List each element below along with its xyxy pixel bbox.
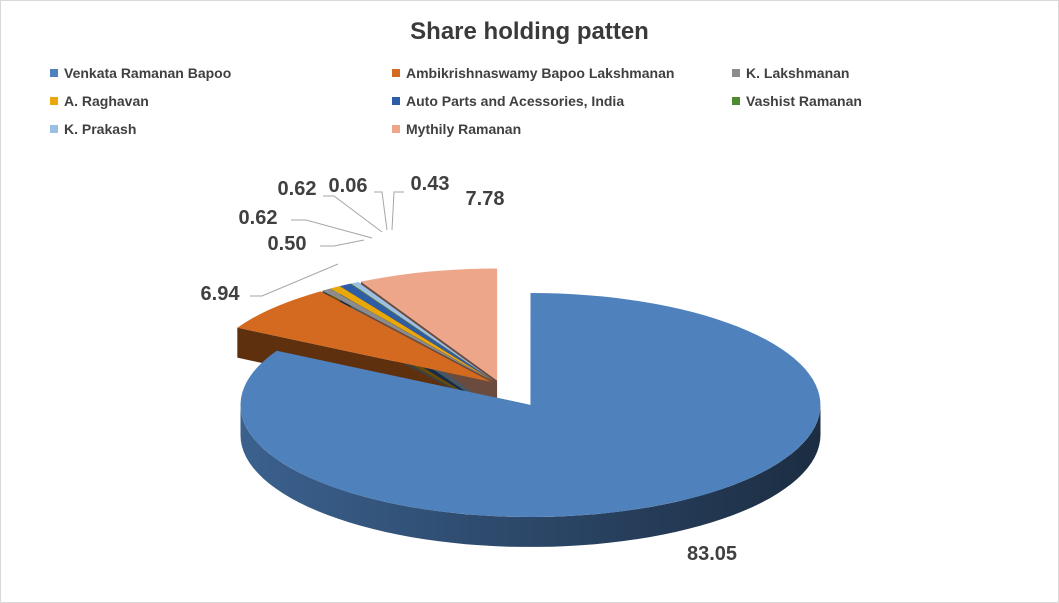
slice-top: [360, 268, 498, 381]
legend-label: Auto Parts and Acessories, India: [406, 93, 625, 109]
legend-swatch: [732, 97, 740, 105]
legend-swatch: [392, 125, 400, 133]
legend-item-vashist-ramanan: Vashist Ramanan: [732, 93, 862, 109]
leader-line: [374, 191, 388, 231]
slice-outer-wall: [240, 405, 821, 547]
leader-line: [250, 263, 339, 297]
legend-item-auto-parts: Auto Parts and Acessories, India: [392, 93, 624, 109]
slice-top: [237, 291, 492, 382]
chart-title: Share holding patten: [410, 18, 649, 45]
legend-item-venkata-ramanan-bapoo: Venkata Ramanan Bapoo: [50, 65, 231, 81]
legend-item-ambikrishnaswamy: Ambikrishnaswamy Bapoo Lakshmanan: [392, 65, 674, 81]
slice-top: [240, 293, 821, 517]
legend-item-a-raghavan: A. Raghavan: [50, 93, 149, 109]
leader-line: [391, 191, 404, 231]
legend-label: K. Prakash: [64, 121, 137, 137]
slice-top: [330, 286, 494, 382]
legend-item-mythily-ramanan: Mythily Ramanan: [392, 121, 521, 137]
slice-top: [340, 283, 494, 382]
legend-label: Vashist Ramanan: [746, 93, 862, 109]
legend-swatch: [50, 97, 58, 105]
leader-line: [320, 239, 365, 247]
data-label: 0.43: [411, 173, 450, 195]
legend-item-k-prakash: K. Prakash: [50, 121, 136, 137]
data-label: 6.94: [201, 283, 241, 305]
data-label: 0.62: [278, 178, 317, 200]
legend-label: K. Lakshmanan: [746, 65, 850, 81]
legend-item-k-lakshmanan: K. Lakshmanan: [732, 65, 849, 81]
data-labels: 83.05 6.94 0.50 0.620.62 0.06 0.43 7.78: [201, 173, 738, 565]
slice-top: [322, 288, 494, 382]
slice-top: [350, 283, 495, 381]
legend-label: A. Raghavan: [64, 93, 149, 109]
data-label: 0.62: [239, 207, 278, 229]
legend-swatch: [392, 69, 400, 77]
legend-swatch: [50, 69, 58, 77]
leader-line: [291, 219, 373, 239]
data-label: 0.06: [329, 175, 368, 197]
legend-label: Mythily Ramanan: [406, 121, 522, 137]
pie-slices: [237, 268, 821, 547]
legend-swatch: [50, 125, 58, 133]
data-label: 7.78: [466, 188, 505, 210]
data-label: 0.50: [268, 233, 307, 255]
legend-swatch: [392, 97, 400, 105]
leader-line: [323, 195, 383, 233]
slice-top: [351, 282, 495, 381]
legend-swatch: [732, 69, 740, 77]
legend-label: Venkata Ramanan Bapoo: [64, 65, 232, 81]
data-label: 83.05: [687, 543, 737, 565]
legend-label: Ambikrishnaswamy Bapoo Lakshmanan: [406, 65, 675, 81]
